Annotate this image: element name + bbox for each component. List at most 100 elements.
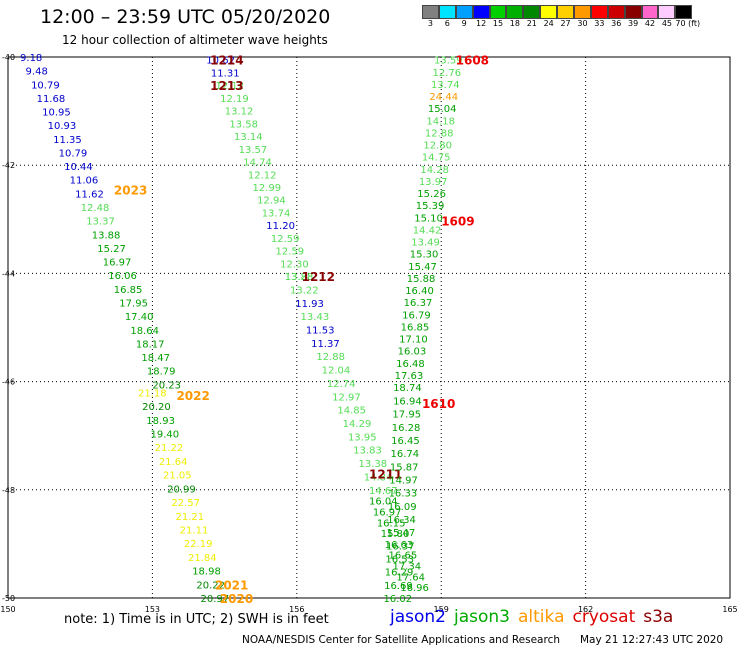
wave-height-value: 20.20 bbox=[142, 402, 171, 413]
wave-height-value: 16.94 bbox=[393, 397, 422, 408]
wave-height-value: 16.85 bbox=[401, 322, 430, 333]
wave-height-value: 15.27 bbox=[97, 244, 126, 255]
wave-height-value: 13.49 bbox=[411, 238, 440, 249]
wave-height-value: 10.79 bbox=[59, 148, 88, 159]
color-legend-swatches bbox=[422, 5, 693, 19]
wave-height-value: 16.96 bbox=[400, 583, 429, 594]
wave-height-value: 14.67 bbox=[369, 486, 398, 497]
footer-note: note: 1) Time is in UTC; 2) SWH is in fe… bbox=[64, 612, 329, 627]
wave-height-value: 14.84 bbox=[364, 472, 393, 483]
wave-height-value: 17.95 bbox=[119, 298, 148, 309]
wave-height-value: 11.37 bbox=[311, 339, 340, 350]
wave-height-value: 20.99 bbox=[167, 484, 196, 495]
wave-height-value: 16.33 bbox=[389, 489, 418, 500]
wave-height-value: 16.65 bbox=[389, 551, 418, 562]
x-tick-label: 165 bbox=[722, 605, 737, 614]
wave-height-value: 12.59 bbox=[271, 234, 300, 245]
wave-height-value: 12.19 bbox=[220, 94, 249, 105]
x-tick-label: 162 bbox=[578, 605, 593, 614]
color-legend: 3 6 9 12 15 18 21 24 27 30 33 36 39 42 45 70 (ft) bbox=[422, 5, 701, 28]
wave-height-value: 13.59 bbox=[434, 56, 463, 67]
wave-height-value: 13.58 bbox=[229, 119, 258, 130]
wave-height-value: 13.12 bbox=[225, 107, 254, 118]
wave-height-value: 13.88 bbox=[285, 272, 314, 283]
wave-height-value: 18.47 bbox=[141, 353, 170, 364]
wave-height-value: 16.79 bbox=[402, 310, 431, 321]
wave-height-value: 20.97 bbox=[201, 594, 230, 605]
wave-height-value: 13.97 bbox=[419, 177, 448, 188]
wave-height-value: 14.42 bbox=[413, 225, 442, 236]
wave-height-value: 16.97 bbox=[373, 507, 402, 518]
wave-height-value: 13.95 bbox=[348, 432, 377, 443]
wave-height-value: 11.62 bbox=[75, 189, 104, 200]
wave-height-value: 10.44 bbox=[64, 162, 93, 173]
wave-height-value: 14.85 bbox=[337, 406, 366, 417]
color-legend-label: 21 bbox=[526, 19, 537, 28]
color-swatch bbox=[540, 5, 558, 19]
wave-height-value: 20.22 bbox=[196, 580, 225, 591]
track-time-label: 2023 bbox=[114, 184, 147, 198]
satellite-legend-jason2: jason2 bbox=[390, 607, 446, 627]
wave-height-value: 16.28 bbox=[392, 423, 421, 434]
wave-height-value: 18.98 bbox=[192, 567, 221, 578]
credit-organization: NOAA/NESDIS Center for Satellite Applica… bbox=[242, 634, 560, 646]
wave-height-value: 15.04 bbox=[428, 104, 457, 115]
wave-height-value: 21.84 bbox=[188, 553, 217, 564]
color-legend-label: 70 (ft) bbox=[675, 19, 701, 28]
wave-height-value: 10.95 bbox=[42, 108, 71, 119]
wave-height-value: 14.29 bbox=[343, 419, 372, 430]
wave-height-value: 9.18 bbox=[20, 53, 42, 64]
track-time-label: 1211 bbox=[369, 468, 402, 482]
satellite-legend-jason3: jason3 bbox=[454, 607, 510, 627]
satellite-legend-cryosat: cryosat bbox=[572, 607, 636, 627]
color-legend-label: 45 bbox=[661, 19, 672, 28]
credit-timestamp: May 21 12:27:43 UTC 2020 bbox=[580, 634, 724, 646]
color-swatch bbox=[422, 5, 439, 19]
y-tick-label: -46 bbox=[2, 378, 15, 387]
wave-height-value: 16.69 bbox=[384, 581, 413, 592]
wave-height-value: 17.40 bbox=[125, 312, 154, 323]
y-tick-label: -50 bbox=[2, 594, 15, 603]
wave-height-value: 16.29 bbox=[385, 568, 414, 579]
wave-height-value: 16.37 bbox=[404, 298, 433, 309]
color-swatch bbox=[472, 5, 490, 19]
color-legend-label: 30 bbox=[577, 19, 588, 28]
plot-frame bbox=[7, 56, 731, 599]
track-time-label: 1212 bbox=[302, 270, 335, 284]
track-time-label: 1213 bbox=[210, 79, 243, 93]
wave-height-value: 19.40 bbox=[150, 430, 179, 441]
color-legend-labels: 3 6 9 12 15 18 21 24 27 30 33 36 39 42 45 70 (ft) bbox=[422, 19, 701, 28]
color-legend-label: 27 bbox=[560, 19, 571, 28]
wave-height-value: 12.74 bbox=[327, 379, 356, 390]
wave-height-value: 10.93 bbox=[48, 121, 77, 132]
wave-height-value: 9.48 bbox=[26, 67, 48, 78]
wave-height-value: 16.02 bbox=[383, 594, 412, 605]
wave-height-value: 13.83 bbox=[353, 446, 382, 457]
wave-height-value: 16.74 bbox=[390, 449, 419, 460]
wave-height-value: 18.79 bbox=[147, 367, 176, 378]
wave-height-value: 15.88 bbox=[407, 274, 436, 285]
wave-height-value: 17.34 bbox=[392, 562, 421, 573]
wave-height-value: 12.30 bbox=[280, 259, 309, 270]
wave-height-value: 21.22 bbox=[155, 443, 184, 454]
wave-height-value: 16.15 bbox=[377, 518, 406, 529]
color-swatch bbox=[574, 5, 591, 19]
color-swatch bbox=[641, 5, 659, 19]
color-legend-label: 3 bbox=[427, 19, 433, 28]
y-tick-label: -40 bbox=[2, 53, 15, 62]
wave-height-value: 17.63 bbox=[395, 371, 424, 382]
wave-height-value: 12.76 bbox=[432, 68, 461, 79]
color-legend-label: 24 bbox=[543, 19, 554, 28]
wave-height-value: 16.34 bbox=[387, 515, 416, 526]
wave-height-value: 12.12 bbox=[216, 81, 245, 92]
wave-height-value: 11.20 bbox=[266, 221, 295, 232]
wave-height-value: 15.26 bbox=[417, 189, 446, 200]
wave-height-value: 15.39 bbox=[416, 201, 445, 212]
wave-height-value: 20.23 bbox=[152, 380, 181, 391]
wave-height-value: 15.80 bbox=[381, 529, 410, 540]
wave-height-value: 13.28 bbox=[285, 272, 314, 283]
wave-height-value: 12.59 bbox=[276, 247, 305, 258]
wave-height-value: 22.19 bbox=[184, 539, 213, 550]
wave-height-value: 13.57 bbox=[239, 145, 268, 156]
wave-height-value: 21.05 bbox=[163, 471, 192, 482]
